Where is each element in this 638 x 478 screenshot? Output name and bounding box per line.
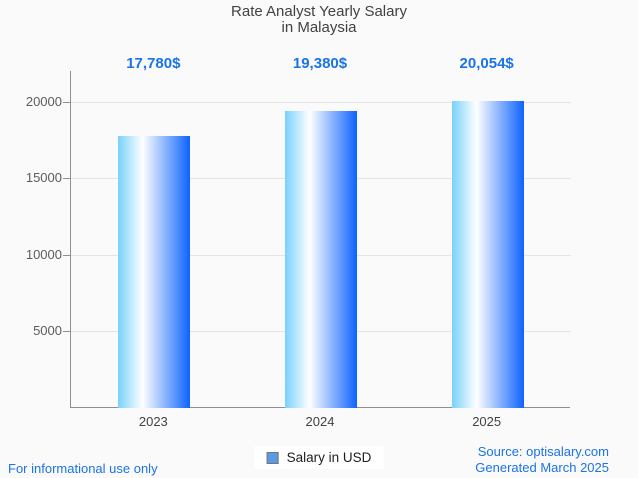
bar-2023[interactable] bbox=[118, 135, 191, 408]
plot-area bbox=[70, 71, 571, 408]
y-axis-label: 15000 bbox=[25, 170, 62, 186]
x-axis-label-2023: 2023 bbox=[138, 414, 168, 429]
generated-date: Generated March 2025 bbox=[475, 459, 609, 475]
x-axis-label-2024: 2024 bbox=[305, 414, 335, 429]
y-axis-tick bbox=[63, 254, 70, 256]
legend-swatch-icon bbox=[266, 451, 279, 464]
y-axis-tick bbox=[63, 101, 70, 103]
x-axis-label-2025: 2025 bbox=[472, 414, 502, 429]
source-block: Source: optisalary.com Generated March 2… bbox=[475, 444, 609, 475]
y-axis-tick bbox=[63, 178, 70, 180]
chart-title-line2: in Malaysia bbox=[281, 19, 357, 36]
legend[interactable]: Salary in USD bbox=[254, 446, 384, 469]
y-axis-label: 10000 bbox=[25, 246, 62, 262]
bar-2024[interactable] bbox=[285, 111, 357, 408]
y-axis-label: 20000 bbox=[25, 93, 62, 109]
legend-label: Salary in USD bbox=[286, 450, 372, 465]
chart-title: Rate Analyst Yearly Salary in Malaysia bbox=[0, 4, 638, 36]
value-label-2023: 17,780$ bbox=[126, 55, 181, 72]
source-link[interactable]: Source: optisalary.com bbox=[477, 444, 609, 459]
value-label-2025: 20,054$ bbox=[459, 55, 514, 72]
y-axis-label: 5000 bbox=[33, 323, 62, 339]
y-axis-tick bbox=[63, 331, 70, 333]
value-label-2024: 19,380$ bbox=[292, 55, 348, 72]
disclaimer-text: For informational use only bbox=[8, 461, 158, 476]
gridline-20000 bbox=[71, 101, 571, 103]
chart-title-line1: Rate Analyst Yearly Salary bbox=[231, 3, 407, 20]
bar-2025[interactable] bbox=[451, 100, 524, 408]
